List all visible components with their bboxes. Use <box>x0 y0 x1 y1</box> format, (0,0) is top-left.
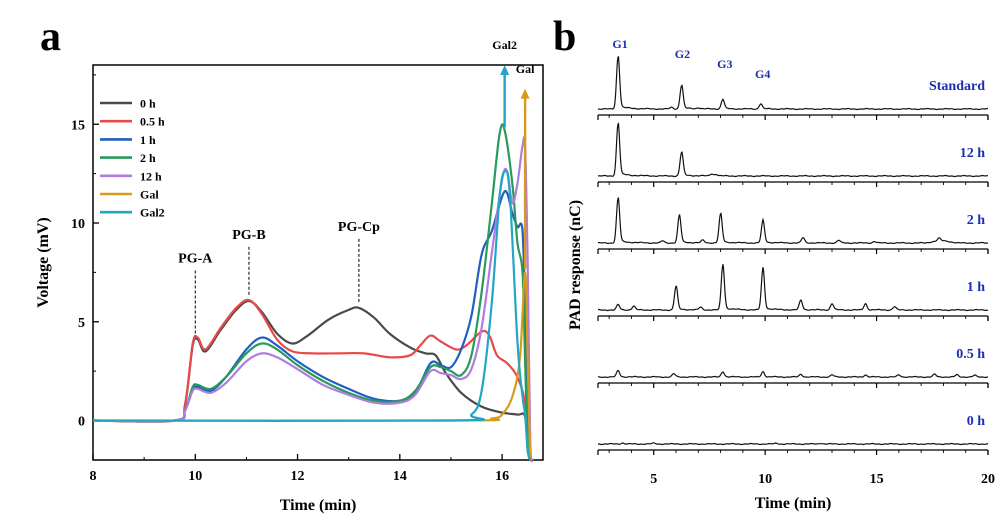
plot-frame <box>92 64 544 461</box>
x-tick-label: 8 <box>90 469 97 484</box>
x-tick-label: 12 <box>291 469 305 484</box>
peak-label-2: G3 <box>717 57 732 71</box>
peak-label-3: G4 <box>755 67 770 81</box>
y-tick-label: 15 <box>71 118 85 133</box>
peak-label-0: G1 <box>612 37 627 51</box>
legend-label-1: 0.5 h <box>140 115 165 129</box>
peak-label-1: G2 <box>675 47 690 61</box>
trace-line-1 <box>598 122 988 178</box>
trace-label-3: 1 h <box>967 280 986 295</box>
legend-label-6: Gal2 <box>140 206 165 220</box>
x-tick-label: 5 <box>650 472 657 487</box>
trace-label-4: 0.5 h <box>956 347 985 362</box>
series-line-5 <box>92 271 532 461</box>
y-tick-label: 10 <box>71 217 85 232</box>
x-axis-label: Time (min) <box>755 495 832 512</box>
series-line-4 <box>92 136 534 463</box>
annotation-label-4: Gal <box>516 62 535 76</box>
trace-label-2: 2 h <box>967 213 986 228</box>
x-tick-label: 20 <box>981 472 995 487</box>
legend-label-5: Gal <box>140 188 159 202</box>
x-tick-label: 14 <box>393 469 407 484</box>
annotation-label-3: Gal2 <box>492 38 517 52</box>
legend-label-4: 12 h <box>140 169 162 183</box>
y-tick-label: 5 <box>78 316 85 331</box>
panel-a-letter: a <box>40 14 61 60</box>
series-line-6 <box>92 169 532 461</box>
trace-line-5 <box>598 442 988 446</box>
trace-label-5: 0 h <box>967 414 986 429</box>
legend-label-3: 2 h <box>140 151 156 165</box>
annotation-label-2: PG-Cp <box>338 220 380 235</box>
panel-b-chart: G1 G2 G3 G4 Standard 12 h 2 h 1 h 0.5 h 0 h 5 10 15 2… <box>567 37 995 512</box>
trace-label-0: Standard <box>929 79 985 94</box>
x-tick-label: 16 <box>495 469 509 484</box>
y-axis-label: Voltage (mV) <box>35 217 52 308</box>
x-tick-label: 15 <box>870 472 884 487</box>
panel-b-letter: b <box>553 14 576 60</box>
trace-line-0 <box>598 55 988 111</box>
trace-line-3 <box>598 264 989 312</box>
y-axis-label: PAD response (nC) <box>567 200 584 330</box>
trace-line-4 <box>598 369 989 379</box>
legend-label-2: 1 h <box>140 133 156 147</box>
series-line-0 <box>92 299 532 461</box>
trace-label-1: 12 h <box>960 146 986 161</box>
x-axis-label: Time (min) <box>280 497 357 514</box>
trace-line-2 <box>598 197 988 245</box>
legend-label-0: 0 h <box>140 97 156 111</box>
series-line-3 <box>92 123 532 461</box>
series-line-1 <box>92 298 532 461</box>
annotation-label-1: PG-B <box>232 228 265 243</box>
x-tick-label: 10 <box>188 469 202 484</box>
annotation-arrowhead-4 <box>520 88 530 99</box>
x-tick-label: 10 <box>758 472 772 487</box>
panel-a-chart: 8 10 12 14 16 0 5 10 15 Time (min) Voltage (mV) 0 h… <box>35 38 544 514</box>
annotation-label-0: PG-A <box>178 252 213 267</box>
annotation-arrowhead-3 <box>500 64 510 75</box>
y-tick-label: 0 <box>78 415 85 430</box>
